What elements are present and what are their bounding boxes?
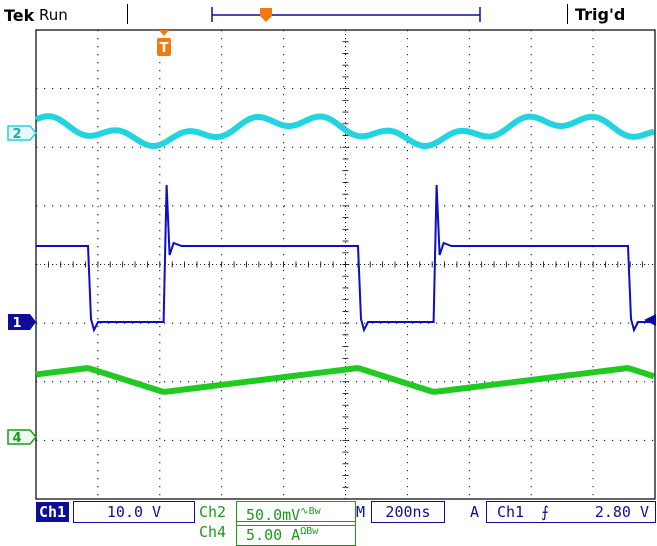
timebase-prefix: M: [356, 503, 366, 521]
trigger-source: Ch1: [497, 503, 525, 521]
ch2-waveform: [34, 113, 655, 149]
ch1-marker[interactable]: 1: [8, 314, 36, 331]
ch1-scale[interactable]: 10.0 V: [73, 501, 195, 523]
acquisition-state: Run: [39, 6, 68, 24]
ch4-label[interactable]: Ch4: [199, 523, 227, 541]
trigger-marker-icon: T: [157, 30, 171, 56]
divider: [127, 4, 128, 24]
ch4-waveform: [35, 365, 655, 395]
ch2-marker[interactable]: 2: [7, 125, 37, 142]
brand-logo: Tek: [4, 6, 35, 25]
divider: [567, 4, 568, 24]
trigger-slope-icon: ⨍: [541, 503, 549, 521]
trigger-status: Trig'd: [575, 5, 626, 24]
header-bar: Tek Run Trig'd: [0, 0, 657, 30]
ch2-label[interactable]: Ch2: [199, 503, 227, 521]
record-bracket: [211, 7, 481, 22]
trigger-level: 2.80 V: [594, 503, 649, 521]
status-bar: Ch1 10.0 V Ch2 50.0mV∿Bw Ch4 5.00 AΩBw M…: [0, 500, 657, 546]
ch1-waveform: [36, 184, 655, 333]
graticule: [35, 29, 656, 500]
svg-text:1: 1: [12, 316, 21, 331]
ch2-flags: ∿Bw: [300, 506, 321, 517]
svg-text:4: 4: [12, 431, 21, 446]
ch4-flags: ΩBw: [300, 526, 319, 537]
ch2-scale-value: 50.0mV: [246, 506, 301, 524]
svg-text:2: 2: [12, 127, 21, 142]
ch1-level-arrow-icon: [644, 314, 656, 326]
ch1-label[interactable]: Ch1: [36, 502, 70, 522]
ch4-scale-value: 5.00 A: [246, 526, 301, 544]
trigger-mode: A: [470, 503, 480, 521]
svg-text:T: T: [160, 41, 169, 56]
ch4-marker[interactable]: 4: [7, 429, 37, 446]
timebase[interactable]: 200ns: [371, 501, 445, 523]
ch4-scale[interactable]: 5.00 AΩBw: [236, 521, 356, 546]
ch2-scale[interactable]: 50.0mV∿Bw: [236, 501, 356, 526]
trigger-readout[interactable]: Ch1 ⨍ 2.80 V: [486, 501, 656, 523]
trigger-position-icon: [260, 8, 272, 22]
